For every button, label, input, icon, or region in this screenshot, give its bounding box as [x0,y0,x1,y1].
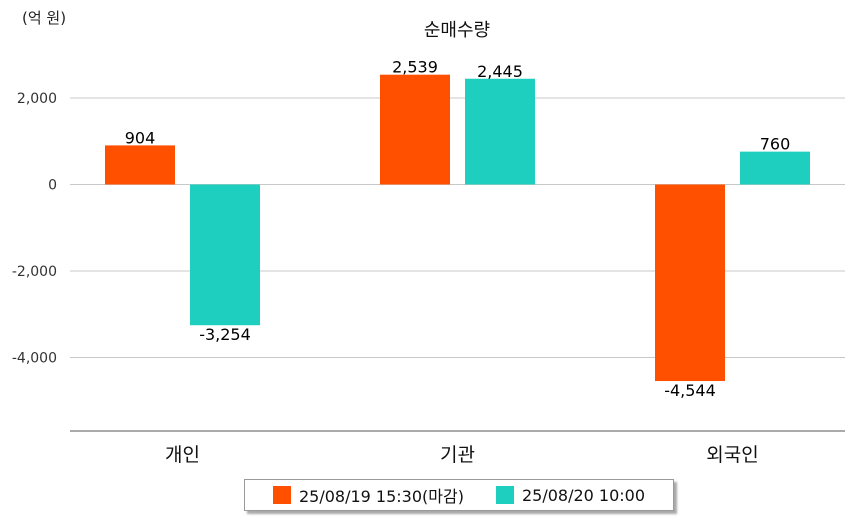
data-label: 2,445 [477,62,523,81]
x-tick-label: 기관 [440,444,475,466]
bar-series-2[interactable] [740,151,810,185]
bar-series-2[interactable] [465,78,535,185]
data-label: -3,254 [199,325,251,344]
legend-item-series-2[interactable]: 25/08/20 10:00 [495,485,646,505]
data-label: 760 [760,135,791,154]
data-label: 2,539 [392,58,438,77]
data-label: -4,544 [664,381,716,400]
y-tick-label: 2,000 [17,91,57,107]
bar-series-1[interactable] [105,145,175,185]
data-label: 904 [125,128,156,147]
legend-item-series-1[interactable]: 25/08/19 15:30(마감) [272,483,464,507]
unit-label: (억 원) [22,9,66,27]
y-tick-label: -4,000 [12,351,57,367]
legend-label-series-1: 25/08/19 15:30(마감) [298,487,464,506]
bar-series-1[interactable] [655,184,725,382]
x-tick-label: 개인 [165,444,200,466]
legend: 25/08/19 15:30(마감) 25/08/20 10:00 [244,479,674,511]
bar-series-1[interactable] [380,74,450,185]
legend-label-series-2: 25/08/20 10:00 [521,485,646,505]
y-tick-label: 0 [48,178,57,194]
bar-layer [105,74,810,382]
legend-swatch-series-2 [495,486,514,504]
value-label-layer: 904 -3,254 2,539 2,445 -4,544 760 [125,58,791,400]
legend-swatch-series-1 [272,486,291,504]
y-tick-label: -2,000 [12,264,57,280]
x-axis: 개인 기관 외국인 [70,430,845,466]
x-tick-label: 외국인 [706,444,758,466]
chart-title: 순매수량 [424,20,490,41]
bar-series-2[interactable] [190,184,260,326]
